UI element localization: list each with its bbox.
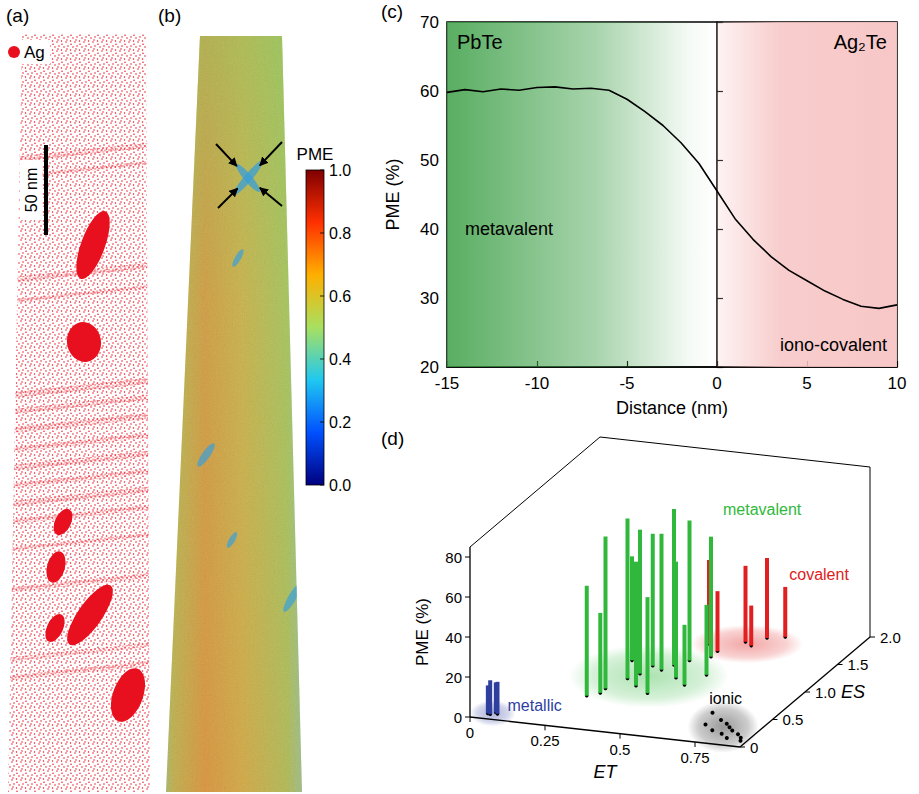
svg-text:5: 5 bbox=[802, 374, 811, 393]
svg-text:0.8: 0.8 bbox=[329, 225, 351, 242]
svg-text:iono-covalent: iono-covalent bbox=[780, 335, 887, 355]
svg-text:20: 20 bbox=[420, 357, 439, 377]
svg-text:30: 30 bbox=[420, 289, 439, 308]
svg-text:0.5: 0.5 bbox=[783, 711, 804, 728]
svg-text:70: 70 bbox=[420, 13, 439, 32]
svg-text:-15: -15 bbox=[435, 374, 460, 393]
svg-text:1.0: 1.0 bbox=[329, 162, 351, 179]
svg-text:-5: -5 bbox=[619, 374, 634, 393]
svg-text:(b): (b) bbox=[158, 5, 181, 26]
svg-text:covalent: covalent bbox=[789, 566, 849, 583]
svg-text:80: 80 bbox=[445, 549, 462, 566]
svg-text:Distance (nm): Distance (nm) bbox=[616, 398, 728, 418]
svg-text:10: 10 bbox=[888, 374, 907, 393]
svg-text:0: 0 bbox=[750, 739, 758, 756]
svg-text:PME (%): PME (%) bbox=[383, 159, 403, 231]
svg-text:0.4: 0.4 bbox=[329, 351, 351, 368]
svg-text:ionic: ionic bbox=[709, 690, 742, 707]
svg-text:1.0: 1.0 bbox=[815, 684, 836, 701]
svg-text:PME (%): PME (%) bbox=[413, 598, 432, 666]
svg-text:0.0: 0.0 bbox=[329, 477, 351, 494]
svg-text:metallic: metallic bbox=[508, 697, 562, 714]
svg-text:0: 0 bbox=[466, 724, 474, 741]
svg-text:1.5: 1.5 bbox=[848, 656, 869, 673]
svg-text:(a): (a) bbox=[6, 5, 29, 26]
svg-text:-10: -10 bbox=[525, 374, 550, 393]
svg-text:0.2: 0.2 bbox=[329, 414, 351, 431]
svg-text:Ag₂Te: Ag₂Te bbox=[834, 31, 887, 53]
svg-text:(c): (c) bbox=[381, 1, 403, 22]
svg-text:metavalent: metavalent bbox=[465, 219, 553, 239]
svg-text:60: 60 bbox=[420, 82, 439, 101]
svg-text:0.5: 0.5 bbox=[610, 741, 631, 758]
svg-text:60: 60 bbox=[445, 589, 462, 606]
svg-text:40: 40 bbox=[445, 629, 462, 646]
svg-text:20: 20 bbox=[445, 669, 462, 686]
svg-text:ES: ES bbox=[841, 682, 865, 702]
svg-text:PME: PME bbox=[297, 145, 334, 164]
svg-text:Ag: Ag bbox=[24, 43, 45, 62]
svg-text:2.0: 2.0 bbox=[880, 629, 901, 646]
svg-text:PbTe: PbTe bbox=[457, 31, 503, 53]
svg-text:50: 50 bbox=[420, 151, 439, 170]
svg-text:0.6: 0.6 bbox=[329, 288, 351, 305]
svg-text:40: 40 bbox=[420, 220, 439, 239]
svg-text:0: 0 bbox=[712, 374, 721, 393]
svg-text:0.25: 0.25 bbox=[530, 732, 559, 749]
svg-text:(d): (d) bbox=[381, 428, 404, 449]
svg-text:0.75: 0.75 bbox=[680, 749, 709, 766]
svg-text:ET: ET bbox=[593, 762, 618, 782]
svg-text:metavalent: metavalent bbox=[723, 501, 802, 518]
svg-text:0: 0 bbox=[454, 709, 462, 726]
svg-text:50 nm: 50 nm bbox=[23, 168, 40, 212]
